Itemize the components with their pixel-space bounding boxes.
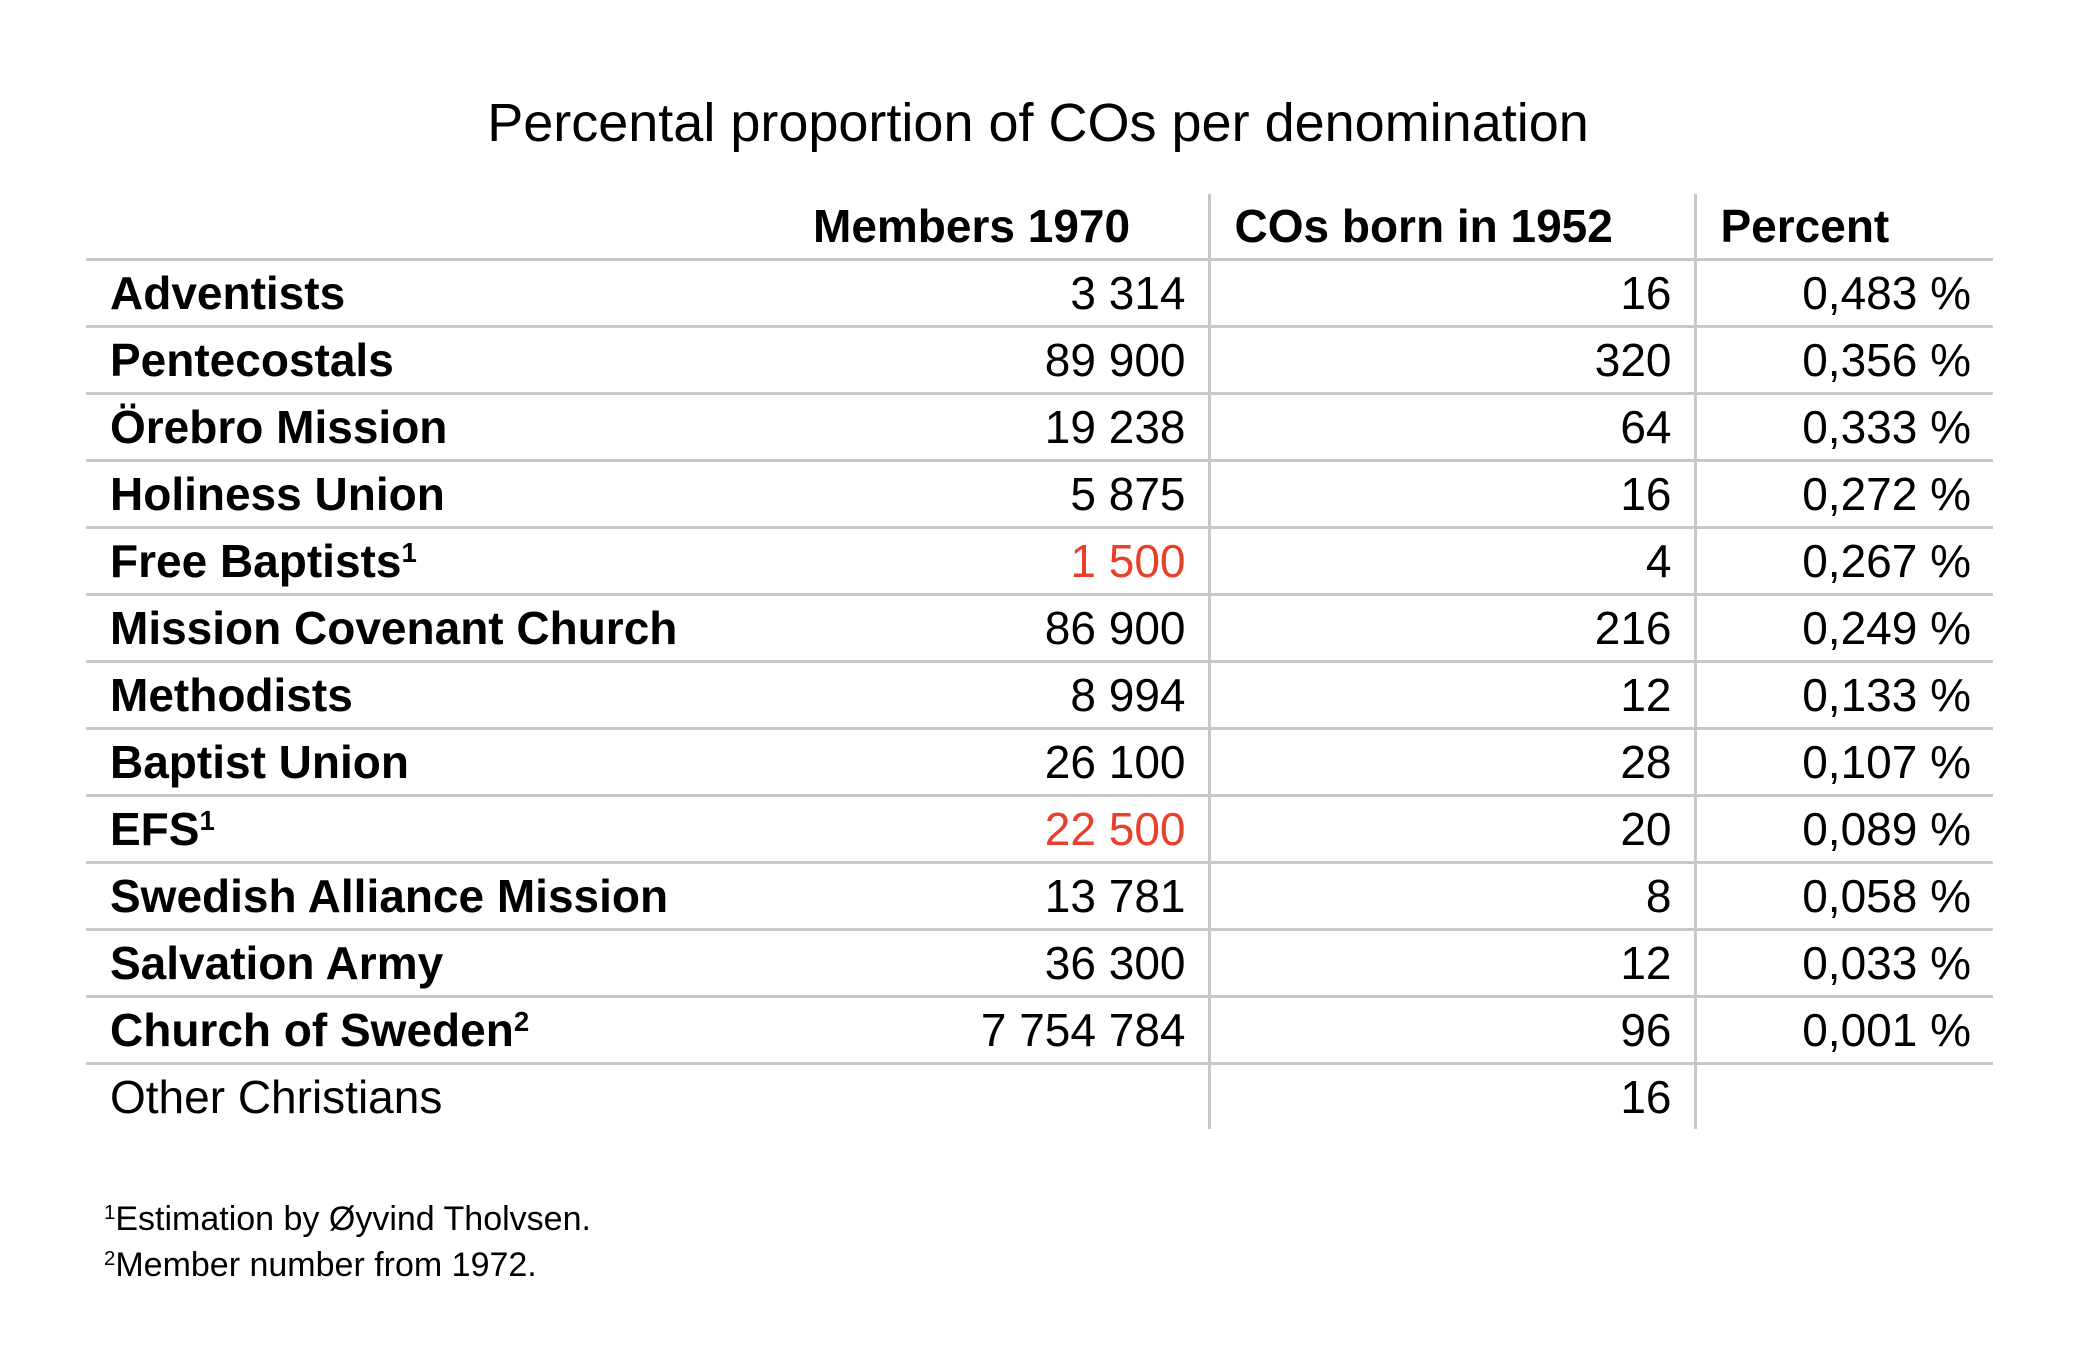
percent-cell: 0,107 % [1695, 728, 1993, 797]
denomination-cell: Church of Sweden2 [86, 996, 789, 1065]
members-cell: 8 994 [789, 661, 1211, 730]
header-cos: COs born in 1952 [1209, 194, 1697, 261]
members-cell: 22 500 [789, 795, 1211, 864]
cos-cell: 16 [1209, 1063, 1697, 1129]
table-row: Adventists 3 314 16 0,483 % [86, 259, 1993, 328]
table-row: Mission Covenant Church 86 900 216 0,249 % [86, 594, 1993, 663]
denomination-cell: Örebro Mission [86, 393, 789, 462]
cos-cell: 12 [1209, 661, 1697, 730]
percent-cell: 0,356 % [1695, 326, 1993, 395]
table-row: Methodists 8 994 12 0,133 % [86, 661, 1993, 730]
header-row: Members 1970 COs born in 1952 Percent [86, 194, 1993, 261]
percent-cell: 0,058 % [1695, 862, 1993, 931]
denomination-name: Mission Covenant Church [110, 602, 678, 654]
cos-cell: 64 [1209, 393, 1697, 462]
denomination-cell: Swedish Alliance Mission [86, 862, 789, 931]
denomination-name: Örebro Mission [110, 401, 448, 453]
table-title: Percental proportion of COs per denomina… [487, 93, 1589, 153]
percent-cell [1695, 1064, 1993, 1130]
footnote-text: Estimation by Øyvind Tholvsen. [115, 1200, 591, 1238]
denomination-cell: Salvation Army [86, 929, 789, 998]
denomination-cell: Holiness Union [86, 460, 789, 529]
cos-cell: 320 [1209, 326, 1697, 395]
denomination-name: Free Baptists [110, 535, 402, 587]
percent-cell: 0,272 % [1695, 460, 1993, 529]
denomination-cell: Adventists [86, 259, 789, 328]
percent-cell: 0,001 % [1695, 996, 1993, 1065]
denomination-table: Members 1970 COs born in 1952 Percent Ad… [86, 194, 1993, 1129]
members-cell: 19 238 [789, 393, 1211, 462]
members-cell: 5 875 [789, 460, 1211, 529]
footnote-ref: 1 [199, 804, 215, 836]
members-cell: 7 754 784 [789, 996, 1211, 1065]
table-row: Other Christians 16 [86, 1063, 1993, 1130]
denomination-name: Adventists [110, 267, 346, 319]
footnote-text: Member number from 1972. [115, 1246, 537, 1284]
members-cell: 36 300 [789, 929, 1211, 998]
percent-cell: 0,267 % [1695, 527, 1993, 596]
denomination-name: Salvation Army [110, 937, 444, 989]
denomination-cell: Other Christians [86, 1064, 789, 1130]
denomination-name: Pentecostals [110, 334, 394, 386]
cos-cell: 16 [1209, 259, 1697, 328]
footnote-2: 2Member number from 1972. [104, 1246, 537, 1285]
cos-cell: 28 [1209, 728, 1697, 797]
members-cell: 89 900 [789, 326, 1211, 395]
denomination-name: Swedish Alliance Mission [110, 870, 669, 922]
cos-cell: 4 [1209, 527, 1697, 596]
cos-cell: 96 [1209, 996, 1697, 1065]
percent-cell: 0,089 % [1695, 795, 1993, 864]
denomination-name: Church of Sweden [110, 1004, 514, 1056]
footnote-ref: 2 [513, 1005, 530, 1037]
percent-cell: 0,133 % [1695, 661, 1993, 730]
percent-cell: 0,333 % [1695, 393, 1993, 462]
cos-cell: 20 [1209, 795, 1697, 864]
table-row: Free Baptists1 1 500 4 0,267 % [86, 527, 1993, 596]
members-cell: 3 314 [789, 259, 1211, 328]
cos-cell: 8 [1209, 862, 1697, 931]
footnote-mark: 1 [104, 1201, 116, 1224]
denomination-cell: Free Baptists1 [86, 527, 789, 596]
denomination-cell: Pentecostals [86, 326, 789, 395]
members-cell [789, 1063, 1211, 1129]
cos-cell: 216 [1209, 594, 1697, 663]
denomination-name: Holiness Union [110, 468, 445, 520]
table-row: Örebro Mission 19 238 64 0,333 % [86, 393, 1993, 462]
table-row: Swedish Alliance Mission 13 781 8 0,058 % [86, 862, 1993, 931]
denomination-cell: Baptist Union [86, 728, 789, 797]
table-row: Pentecostals 89 900 320 0,356 % [86, 326, 1993, 395]
footnote-1: 1Estimation by Øyvind Tholvsen. [104, 1200, 591, 1239]
denomination-name: Baptist Union [110, 736, 409, 788]
header-members: Members 1970 [789, 194, 1211, 261]
table-row: Salvation Army 36 300 12 0,033 % [86, 929, 1993, 998]
denomination-cell: Methodists [86, 661, 789, 730]
denomination-name: Methodists [110, 669, 353, 721]
denomination-name: EFS [110, 803, 200, 855]
members-cell: 86 900 [789, 594, 1211, 663]
cos-cell: 12 [1209, 929, 1697, 998]
denomination-cell: Mission Covenant Church [86, 594, 789, 663]
denomination-cell: EFS1 [86, 795, 789, 864]
table-row: Baptist Union 26 100 28 0,107 % [86, 728, 1993, 797]
header-denomination [86, 194, 789, 261]
members-cell: 1 500 [789, 527, 1211, 596]
percent-cell: 0,483 % [1695, 259, 1993, 328]
header-percent: Percent [1695, 194, 1993, 261]
percent-cell: 0,249 % [1695, 594, 1993, 663]
table-row: Church of Sweden2 7 754 784 96 0,001 % [86, 996, 1993, 1065]
footnote-ref: 1 [401, 536, 417, 568]
table-row: Holiness Union 5 875 16 0,272 % [86, 460, 1993, 529]
percent-cell: 0,033 % [1695, 929, 1993, 998]
members-cell: 26 100 [789, 728, 1211, 797]
members-cell: 13 781 [789, 862, 1211, 931]
footnote-mark: 2 [104, 1247, 116, 1270]
table-row: EFS1 22 500 20 0,089 % [86, 795, 1993, 864]
denomination-name: Other Christians [110, 1071, 443, 1123]
cos-cell: 16 [1209, 460, 1697, 529]
